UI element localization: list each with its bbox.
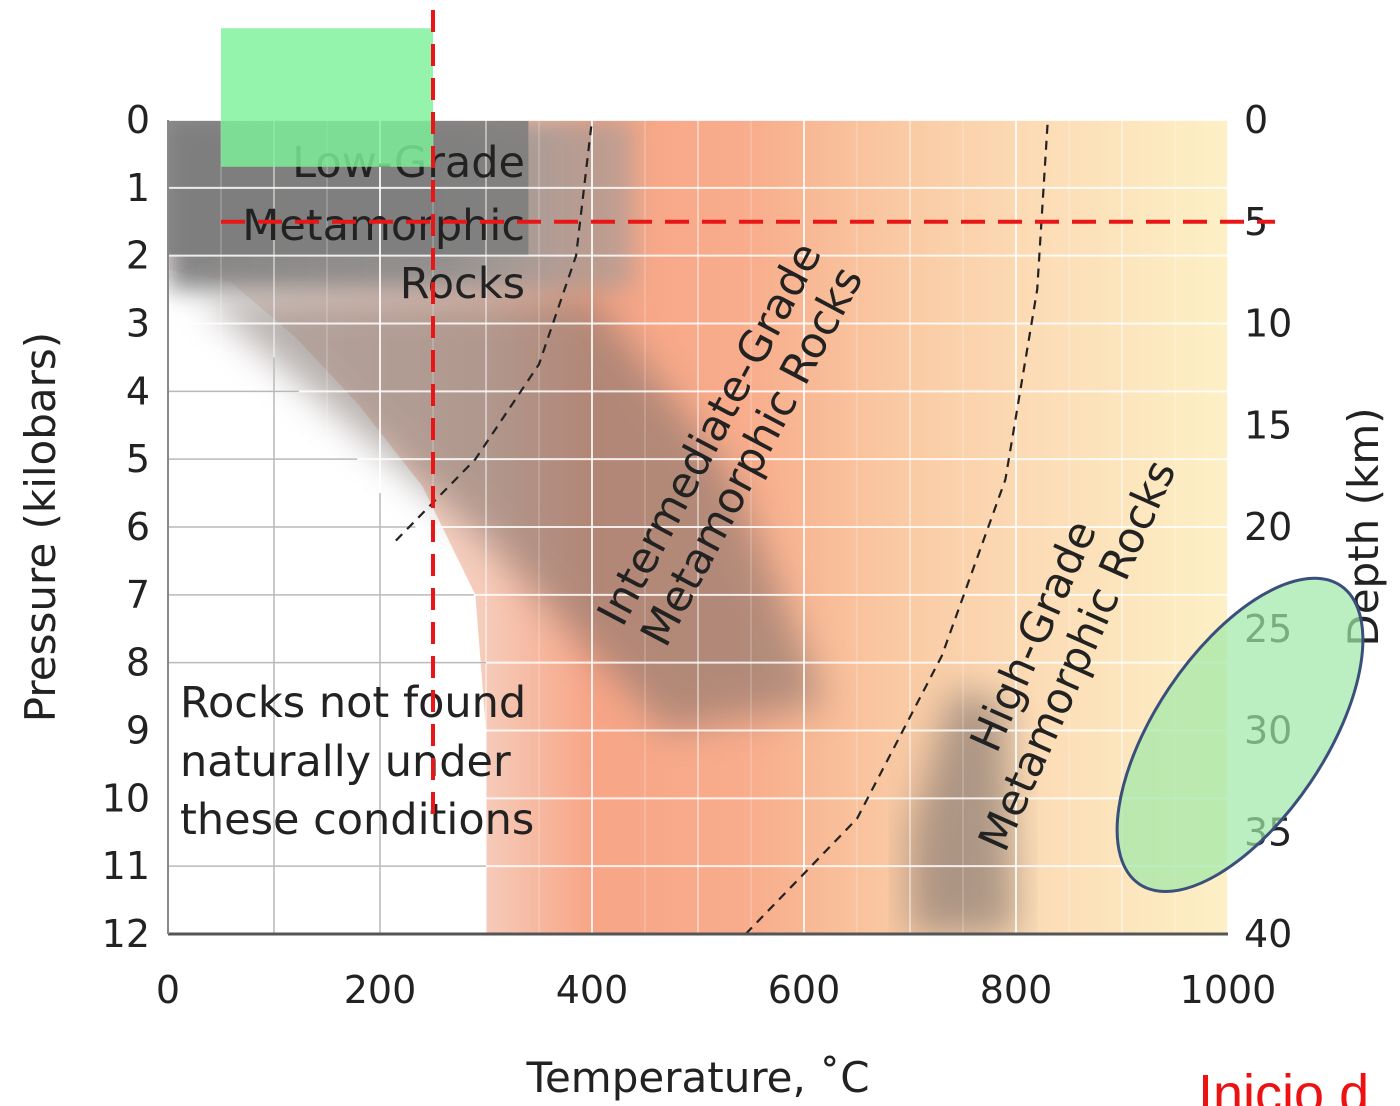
annotations [221,10,1365,893]
y-tick-label: 2 [126,234,150,278]
not-found-label-line1: Rocks not found [180,678,526,728]
not-found-region [168,269,486,934]
y-tick-label: 10 [102,776,150,820]
low-grade-label-line3: Rocks [400,259,525,309]
y2-tick-label: 0 [1244,98,1268,142]
transition-band-2 [910,689,1016,934]
x-tick-label: 200 [344,968,417,1012]
y2-tick-label: 20 [1244,505,1292,549]
grade-boundary-1 [395,119,594,542]
y-tick-label: 6 [126,505,150,549]
not-found-label-line3: these conditions [180,795,534,845]
x-tick-label: 400 [556,968,629,1012]
y-tick-label: 11 [102,844,150,888]
x-tick-label: 0 [156,968,180,1012]
grade-boundary-2 [744,119,1049,935]
y-axis-title: Pressure (kilobars) [16,332,65,722]
x-tick-label: 1000 [1180,968,1277,1012]
highlight-ellipse [1115,576,1365,893]
transition-band-1 [199,296,826,731]
y-tick-label: 0 [126,98,150,142]
plot-area [167,119,1228,936]
y-tick-label: 3 [126,302,150,346]
y2-tick-label: 15 [1244,403,1292,447]
grid-white-region [168,357,486,934]
y2-tick-label: 40 [1244,912,1292,956]
not-found-label-line2: naturally under [180,737,511,787]
x-tick-label: 600 [768,968,841,1012]
x-axis-title: Temperature, ˚C [525,1053,869,1102]
x-tick-label: 800 [980,968,1053,1012]
y-tick-label: 4 [126,369,150,413]
y-tick-label: 12 [102,912,150,956]
y2-tick-label: 10 [1244,302,1292,346]
y-tick-label: 5 [126,437,150,481]
y-tick-label: 9 [126,709,150,753]
y-tick-label: 8 [126,641,150,685]
note-text: Inicio d [1198,1064,1369,1106]
y-tick-label: 1 [126,166,150,210]
y-tick-label: 7 [126,573,150,617]
highlight-rectangle [221,28,433,167]
low-grade-label-line2: Metamorphic [242,201,525,251]
